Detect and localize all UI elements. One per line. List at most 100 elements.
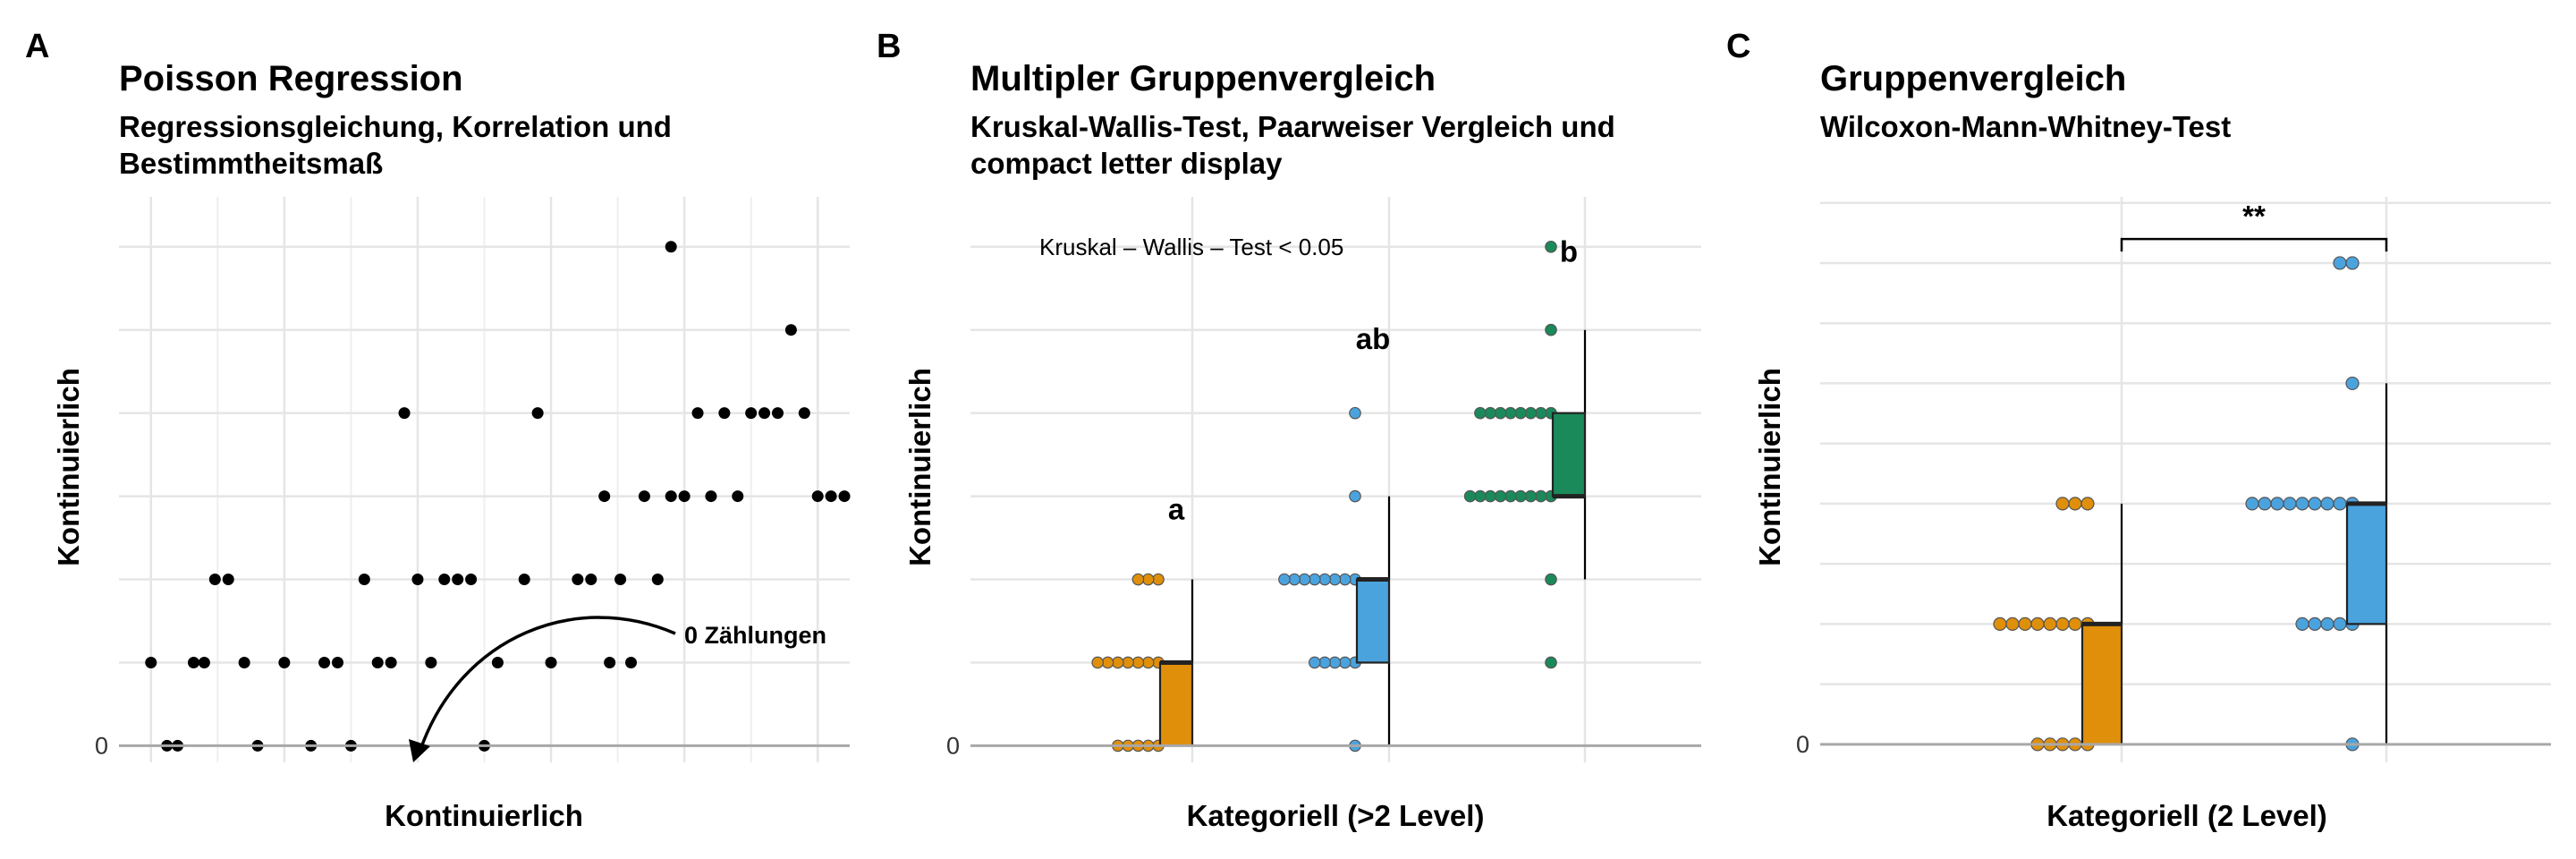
dot xyxy=(1131,573,1145,586)
panel-a-tag: A xyxy=(25,28,49,65)
panel-b: B Multipler Gruppenvergleich Kruskal-Wal… xyxy=(877,28,1701,832)
box xyxy=(1355,578,1391,664)
panel-b-title: Multipler Gruppenvergleich xyxy=(970,59,1436,98)
dot xyxy=(1349,489,1361,503)
dot xyxy=(2283,497,2297,511)
panel-b-y-axis-label: Kontinuierlich xyxy=(903,368,936,566)
dot xyxy=(1524,406,1538,420)
data-point xyxy=(198,656,210,668)
panel-a-axes: 0 xyxy=(95,732,850,759)
dot xyxy=(1494,406,1507,420)
dot xyxy=(2018,617,2032,631)
data-point xyxy=(691,407,704,420)
panel-c-tag: C xyxy=(1726,28,1750,65)
data-point xyxy=(745,407,758,420)
dot xyxy=(1278,573,1291,586)
panel-b-subtitle-line-1: Kruskal-Wallis-Test, Paarweiser Vergleic… xyxy=(970,110,1615,143)
dot xyxy=(2245,497,2259,511)
data-point xyxy=(222,574,234,586)
dot xyxy=(1545,323,1557,336)
panel-c-y-axis-label: Kontinuierlich xyxy=(1753,368,1786,566)
data-point xyxy=(238,656,250,668)
dot xyxy=(1463,489,1477,503)
dot xyxy=(2333,497,2347,511)
dot xyxy=(2270,497,2284,511)
panel-a-points xyxy=(145,241,851,752)
dot xyxy=(1338,573,1352,586)
significance-label: ** xyxy=(2242,200,2266,233)
dot xyxy=(1328,573,1342,586)
dot xyxy=(2080,497,2095,511)
dot xyxy=(1545,573,1557,586)
data-point xyxy=(604,656,616,668)
dot xyxy=(2295,497,2309,511)
data-point xyxy=(187,656,199,668)
dot xyxy=(1993,617,2007,631)
dot xyxy=(1524,489,1538,503)
dot xyxy=(1484,489,1496,503)
dot xyxy=(2320,617,2334,631)
dot xyxy=(1328,656,1342,669)
data-point xyxy=(208,574,221,586)
dot xyxy=(1484,406,1496,420)
data-point xyxy=(665,490,677,503)
data-point xyxy=(585,574,597,586)
dot xyxy=(1474,489,1487,503)
dot xyxy=(2295,617,2309,631)
dot xyxy=(1534,406,1547,420)
data-point xyxy=(572,574,584,586)
panel-a-gridlines xyxy=(119,197,850,762)
data-point xyxy=(825,490,837,503)
data-point xyxy=(358,574,370,586)
dot xyxy=(2068,497,2082,511)
data-point xyxy=(705,490,717,503)
dot xyxy=(1318,573,1331,586)
dot xyxy=(1141,573,1155,586)
box xyxy=(1158,661,1194,747)
data-point xyxy=(411,574,424,586)
dot xyxy=(2030,617,2045,631)
dot xyxy=(1112,656,1124,669)
panel-b-subtitle-line-2: compact letter display xyxy=(970,147,1283,180)
dot xyxy=(1298,573,1311,586)
dot xyxy=(2005,617,2020,631)
data-point xyxy=(614,574,627,586)
data-point xyxy=(718,407,731,420)
box xyxy=(1551,412,1587,498)
data-point xyxy=(452,574,464,586)
dot xyxy=(2320,497,2334,511)
dot xyxy=(1504,406,1517,420)
panel-c-x-axis-label: Kategoriell (2 Level) xyxy=(2046,799,2327,832)
panel-c: C Gruppenvergleich Wilcoxon-Mann-Whitney… xyxy=(1726,28,2551,832)
y-tick-label: 0 xyxy=(1796,731,1809,758)
data-point xyxy=(545,656,557,668)
data-point xyxy=(398,407,411,420)
dot xyxy=(1494,489,1507,503)
dot xyxy=(1504,489,1517,503)
data-point xyxy=(678,490,691,503)
dot xyxy=(2308,497,2322,511)
panel-a-subtitle-line-2: Bestimmtheitsmaß xyxy=(119,147,383,180)
data-point xyxy=(332,656,344,668)
dot xyxy=(2333,256,2347,270)
data-point xyxy=(465,574,478,586)
panel-b-tag: B xyxy=(877,28,901,65)
dot xyxy=(1309,656,1321,669)
dot xyxy=(1338,656,1352,669)
box xyxy=(2345,502,2388,625)
dot xyxy=(1318,656,1331,669)
data-point xyxy=(651,574,664,586)
data-point xyxy=(624,656,637,668)
data-point xyxy=(784,324,797,336)
panel-a-arrowhead xyxy=(409,739,430,762)
data-point xyxy=(771,407,784,420)
y-tick-label: 0 xyxy=(95,732,108,759)
dot xyxy=(1152,573,1165,586)
data-point xyxy=(425,656,437,668)
dot xyxy=(2345,376,2360,391)
data-point xyxy=(385,656,397,668)
data-point xyxy=(438,574,451,586)
group-letter: b xyxy=(1560,234,1578,268)
data-point xyxy=(598,490,611,503)
